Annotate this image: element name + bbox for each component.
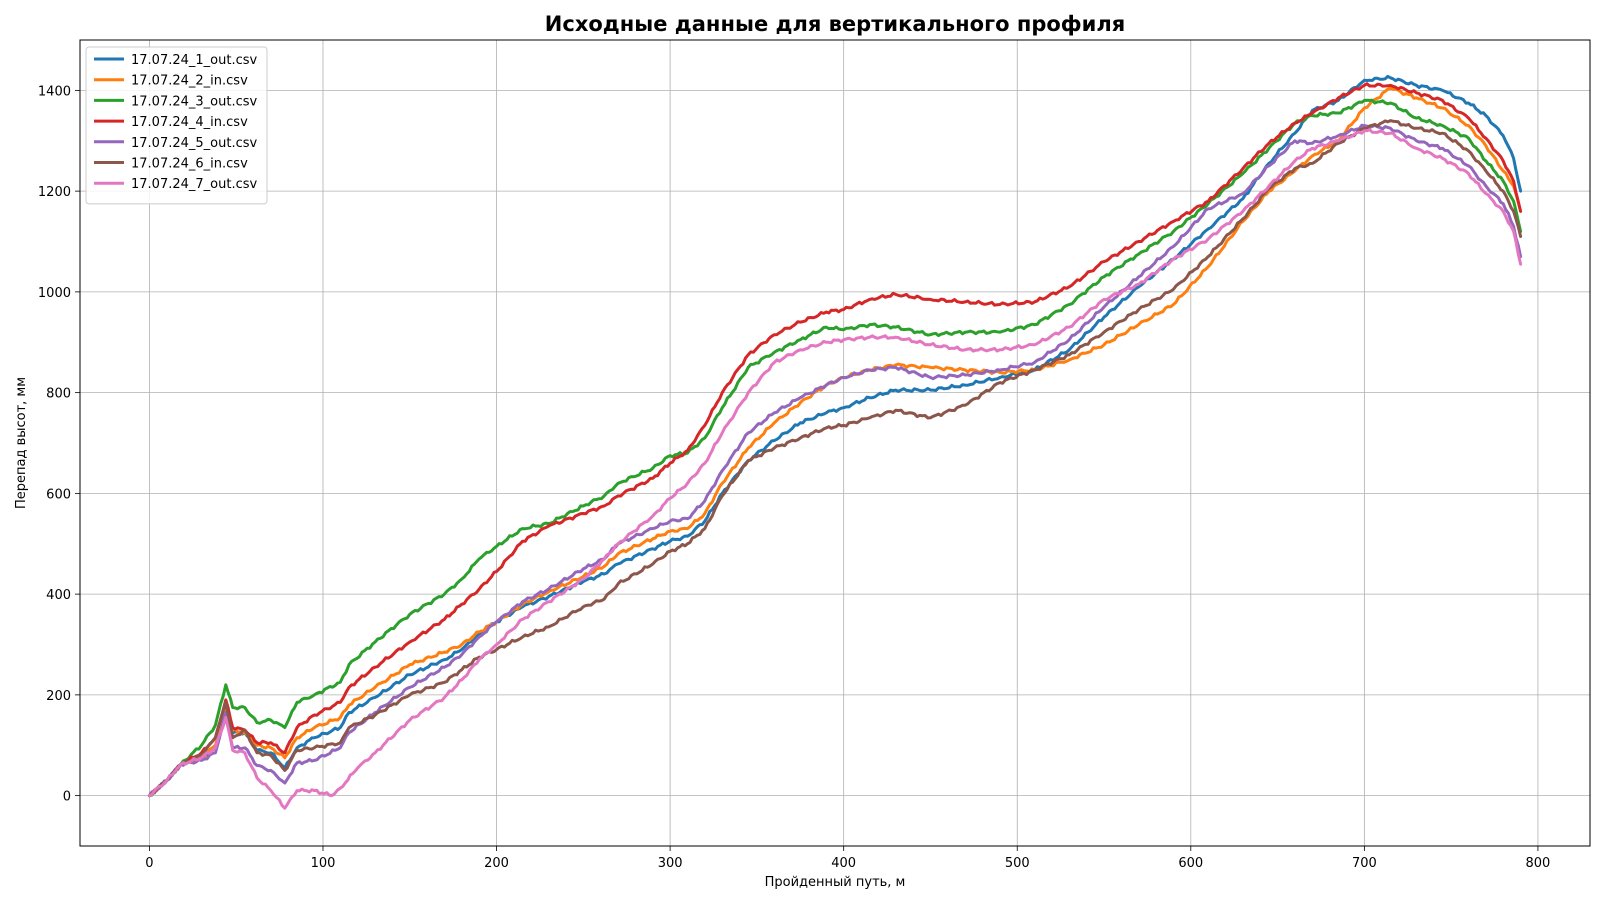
legend-label: 17.07.24_7_out.csv <box>131 177 258 192</box>
series-line <box>147 74 1523 798</box>
y-tick-label: 1200 <box>38 185 71 200</box>
series-line <box>147 128 1523 810</box>
plot-frame <box>79 39 1591 847</box>
legend-label: 17.07.24_5_out.csv <box>131 136 258 151</box>
y-tick-label: 1400 <box>38 84 71 99</box>
ticks-layer: 0 100 200 300 400 500 600 700 800 0 200 400 600 800 10… <box>38 84 1550 871</box>
legend-box <box>85 46 268 205</box>
y-tick-label: 800 <box>46 387 71 402</box>
series-line <box>147 82 1523 798</box>
y-tick-label: 200 <box>46 689 71 704</box>
x-tick-label: 400 <box>831 856 856 871</box>
y-tick-label: 0 <box>63 790 71 805</box>
y-tick-label: 400 <box>46 588 71 603</box>
x-tick-label: 300 <box>658 856 683 871</box>
legend: 17.07.24_1_out.csv 17.07.24_2_in.csv 17.07… <box>85 46 268 205</box>
legend-label: 17.07.24_2_in.csv <box>131 74 248 89</box>
legend-label: 17.07.24_4_in.csv <box>131 115 248 130</box>
x-tick-label: 600 <box>1178 856 1203 871</box>
grid-layer <box>80 40 1590 846</box>
x-tick-label: 700 <box>1352 856 1377 871</box>
y-tick-label: 600 <box>46 487 71 502</box>
x-tick-label: 100 <box>311 856 336 871</box>
y-tick-label: 1000 <box>38 286 71 301</box>
legend-label: 17.07.24_1_out.csv <box>131 53 258 68</box>
series-layer <box>147 74 1523 810</box>
chart-title: Исходные данные для вертикального профил… <box>545 12 1125 36</box>
x-tick-label: 500 <box>1005 856 1030 871</box>
legend-label: 17.07.24_6_in.csv <box>131 157 248 172</box>
x-tick-label: 200 <box>484 856 509 871</box>
legend-label: 17.07.24_3_out.csv <box>131 94 258 109</box>
x-axis-label: Пройденный путь, м <box>765 875 906 890</box>
x-tick-label: 0 <box>145 856 153 871</box>
x-tick-label: 800 <box>1526 856 1551 871</box>
series-line <box>147 119 1523 798</box>
y-axis-label: Перепад высот, мм <box>14 377 29 509</box>
